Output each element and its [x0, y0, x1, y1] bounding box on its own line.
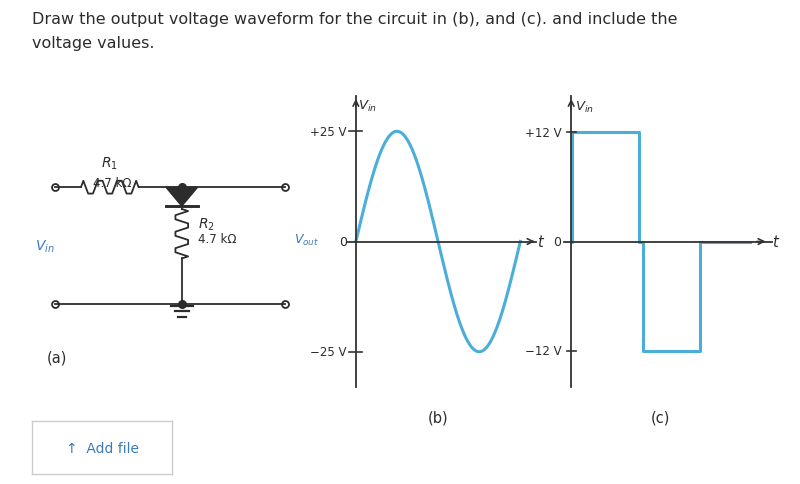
Text: (c): (c)	[651, 410, 670, 425]
Text: $V_{in}$: $V_{in}$	[358, 99, 377, 114]
Text: $t$: $t$	[772, 234, 780, 250]
Text: $R_2$: $R_2$	[198, 216, 214, 233]
Text: voltage values.: voltage values.	[32, 36, 154, 51]
Text: +25 V: +25 V	[310, 125, 346, 138]
Text: $V_{in}$: $V_{in}$	[35, 238, 55, 254]
Text: $R_1$: $R_1$	[102, 155, 118, 172]
Text: Draw the output voltage waveform for the circuit in (b), and (c). and include th: Draw the output voltage waveform for the…	[32, 12, 678, 27]
Text: ↑  Add file: ↑ Add file	[66, 441, 138, 454]
Text: $V_{in}$: $V_{in}$	[574, 100, 594, 115]
Text: (a): (a)	[46, 350, 66, 365]
Text: 0: 0	[338, 236, 346, 248]
Text: −25 V: −25 V	[310, 346, 346, 359]
Text: +12 V: +12 V	[525, 127, 562, 139]
Text: 0: 0	[554, 236, 562, 248]
Text: $t$: $t$	[538, 234, 546, 250]
Text: 4.7 kΩ: 4.7 kΩ	[94, 176, 132, 189]
Text: −12 V: −12 V	[525, 345, 562, 357]
Polygon shape	[166, 188, 198, 207]
Text: (b): (b)	[428, 409, 448, 424]
Text: $V_{out}$: $V_{out}$	[294, 232, 319, 248]
Text: 4.7 kΩ: 4.7 kΩ	[198, 233, 236, 246]
